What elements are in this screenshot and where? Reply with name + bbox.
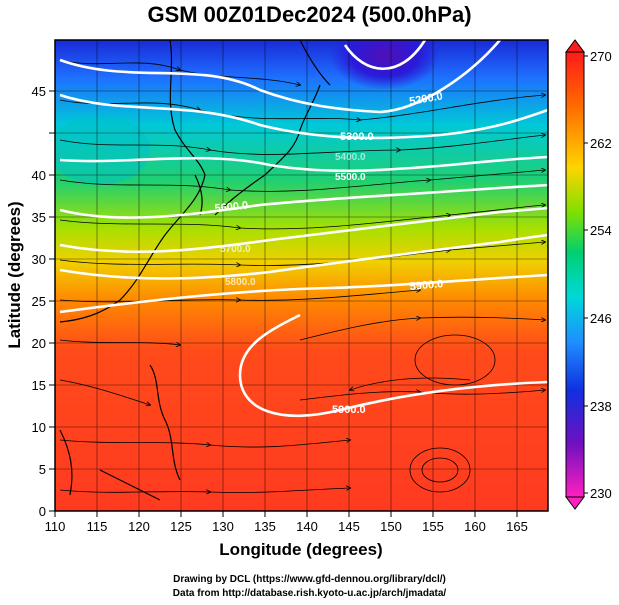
colorbar-label: 270 bbox=[590, 49, 612, 64]
colorbar-label: 254 bbox=[590, 223, 612, 238]
y-tick-label: 15 bbox=[32, 378, 46, 393]
colorbar-label: 238 bbox=[590, 399, 612, 414]
colorbar-bottom-triangle-icon bbox=[565, 496, 585, 510]
x-tick-label: 115 bbox=[87, 519, 108, 534]
x-tick-label: 160 bbox=[464, 519, 486, 534]
y-tick-label: 30 bbox=[32, 252, 46, 267]
x-tick-label: 155 bbox=[422, 519, 444, 534]
contour-label-5900-north: 5900.0 bbox=[409, 278, 444, 293]
y-tick-label: 35 bbox=[32, 210, 46, 225]
y-tick-label: 10 bbox=[32, 420, 46, 435]
plot-frame bbox=[54, 39, 549, 512]
geopotential-contours bbox=[59, 40, 548, 418]
map-title: GSM 00Z01Dec2024 (500.0hPa) bbox=[147, 2, 472, 27]
x-tick-label: 145 bbox=[338, 519, 360, 534]
contour-labels: 5200.0 5300.0 5400.0 5500.0 5600.0 5700.… bbox=[214, 90, 444, 416]
contour-label-5500: 5500.0 bbox=[335, 172, 366, 183]
colorbar-label: 230 bbox=[590, 486, 612, 501]
x-tick-label: 125 bbox=[170, 519, 192, 534]
cold-low-center bbox=[330, 40, 440, 90]
contour-label-5600: 5600.0 bbox=[214, 200, 249, 215]
x-tick-label: 120 bbox=[128, 519, 150, 534]
colorbar: 270 262 254 246 238 230 bbox=[565, 39, 612, 510]
colorbar-label: 246 bbox=[590, 311, 612, 326]
x-tick-label: 110 bbox=[45, 519, 66, 534]
colorbar-scale bbox=[565, 51, 585, 498]
contour-label-5900-south: 5900.0 bbox=[332, 404, 366, 416]
contour-label-5700: 5700.0 bbox=[220, 244, 251, 255]
x-tick-label: 150 bbox=[380, 519, 402, 534]
wind-streamlines bbox=[59, 59, 545, 493]
x-tick-label: 140 bbox=[296, 519, 318, 534]
y-axis-label: Latitude (degrees) bbox=[5, 201, 24, 348]
y-tick-label: 5 bbox=[39, 462, 46, 477]
y-tick-label: 20 bbox=[32, 336, 46, 351]
y-axis: 0 5 10 15 20 25 30 35 40 45 Latitude (de… bbox=[5, 84, 55, 519]
drawing-credit: Drawing by DCL (https://www.gfd-dennou.o… bbox=[173, 574, 446, 585]
contour-label-5300: 5300.0 bbox=[340, 131, 374, 143]
colorbar-label: 262 bbox=[590, 136, 612, 151]
x-tick-label: 135 bbox=[254, 519, 276, 534]
contour-label-5200: 5200.0 bbox=[408, 90, 443, 108]
contour-label-5400: 5400.0 bbox=[335, 152, 366, 163]
y-tick-label: 25 bbox=[32, 294, 46, 309]
y-tick-label: 40 bbox=[32, 168, 46, 183]
x-axis: 110 115 120 125 130 135 140 145 150 155 … bbox=[45, 511, 528, 559]
y-tick-label: 45 bbox=[32, 84, 46, 99]
x-tick-label: 165 bbox=[506, 519, 528, 534]
cool-region bbox=[55, 115, 150, 185]
x-tick-label: 130 bbox=[212, 519, 234, 534]
colorbar-top-triangle-icon bbox=[565, 39, 585, 53]
map-plot-area: 5200.0 5300.0 5400.0 5500.0 5600.0 5700.… bbox=[55, 40, 548, 511]
y-tick-label: 0 bbox=[39, 504, 46, 519]
contour-label-5800: 5800.0 bbox=[225, 277, 256, 288]
temperature-field bbox=[55, 40, 548, 511]
x-axis-label: Longitude (degrees) bbox=[219, 540, 382, 559]
data-source-credit: Data from http://database.rish.kyoto-u.a… bbox=[172, 588, 447, 599]
